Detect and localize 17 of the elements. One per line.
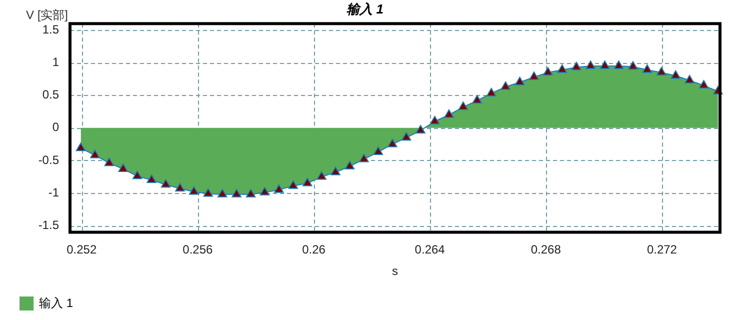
- x-tick-label: 0.268: [530, 242, 562, 257]
- x-tick-label: 0.256: [182, 242, 214, 257]
- y-tick-label: -1.5: [38, 218, 60, 232]
- x-tick-label: 0.264: [414, 242, 446, 257]
- y-tick-label: 1: [52, 55, 60, 70]
- legend-label: 输入 1: [39, 296, 74, 310]
- chart-title: 输入 1: [346, 1, 384, 16]
- x-tick-label: 0.272: [646, 242, 678, 257]
- y-tick-label: -1: [48, 185, 60, 200]
- y-axis-title: V [实部]: [26, 8, 68, 22]
- x-axis-title: s: [392, 264, 398, 278]
- y-tick-label: 1.5: [42, 22, 60, 36]
- y-tick-label: 0: [52, 120, 60, 134]
- y-tick-label: -0.5: [38, 152, 60, 167]
- x-tick-label: 0.252: [66, 242, 97, 257]
- x-tick-label: 0.26: [302, 242, 326, 257]
- y-tick-label: 0.5: [42, 88, 60, 102]
